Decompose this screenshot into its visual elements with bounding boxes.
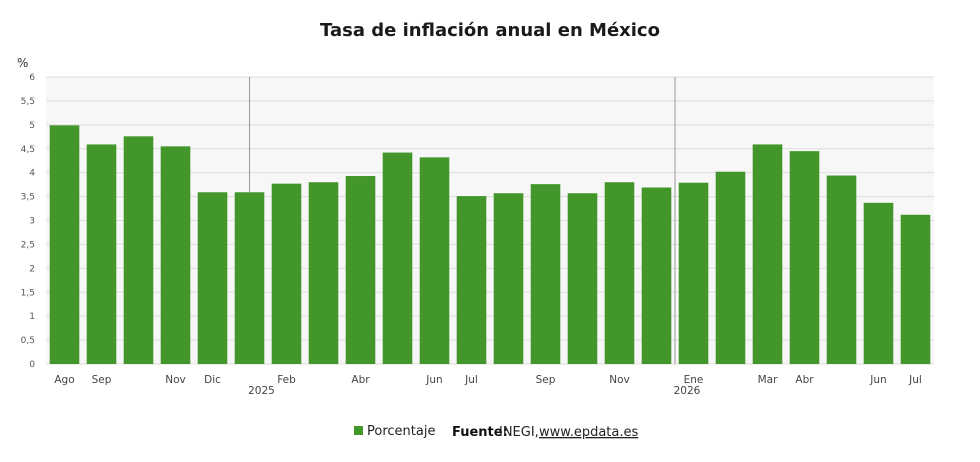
bar-13[interactable] — [493, 193, 524, 364]
bar-9[interactable] — [345, 176, 376, 364]
legend-swatch-porcentaje — [354, 426, 363, 435]
x-tick-label: Nov — [609, 374, 630, 386]
bar-3[interactable] — [123, 136, 154, 364]
year-labels: 2025 2026 — [248, 385, 701, 397]
bar-24[interactable] — [900, 214, 931, 364]
x-tick-labels: Ago Sep Nov Dic Feb Abr Jun Jul Sep Nov Ene Mar Abr J… — [54, 374, 921, 386]
x-tick-label: Jul — [464, 374, 478, 386]
y-tick-label: 2 — [29, 264, 35, 274]
y-axis-label: % — [17, 56, 28, 70]
y-tick-label: 4 — [29, 169, 35, 179]
x-tick-label: Ene — [684, 374, 704, 386]
bar-23[interactable] — [863, 202, 894, 364]
bars — [49, 125, 931, 364]
y-tick-label: 3 — [29, 217, 35, 227]
y-tick-label: 0 — [29, 360, 35, 370]
bar-12[interactable] — [456, 196, 487, 364]
bar-5[interactable] — [197, 192, 228, 364]
bar-7[interactable] — [271, 183, 302, 364]
x-tick-label: Feb — [277, 374, 296, 386]
y-tick-label: 2,5 — [21, 240, 35, 250]
bar-16[interactable] — [604, 182, 635, 364]
bar-18[interactable] — [678, 182, 709, 364]
bar-6[interactable] — [234, 192, 265, 364]
y-tick-label: 0,5 — [21, 336, 35, 346]
y-tick-label: 1 — [29, 312, 35, 322]
y-tick-labels: 0 0,5 1 1,5 2 2,5 3 3,5 4 4,5 5 5,5 6 — [21, 73, 36, 370]
bar-17[interactable] — [641, 187, 672, 364]
x-tick-label: Jun — [869, 374, 886, 386]
source-label: Fuente: — [452, 425, 508, 440]
y-tick-label: 4,5 — [21, 145, 35, 155]
bar-14[interactable] — [530, 184, 561, 364]
bar-22[interactable] — [826, 175, 857, 364]
x-tick-label: Ago — [54, 374, 74, 386]
grid-lines — [46, 76, 934, 365]
x-tick-label: Sep — [92, 374, 112, 386]
x-tick-label: Jul — [908, 374, 922, 386]
y-tick-label: 6 — [29, 73, 35, 83]
bar-19[interactable] — [715, 171, 746, 364]
chart-title: Tasa de inflación anual en México — [320, 20, 660, 41]
x-tick-label: Nov — [165, 374, 186, 386]
bar-8[interactable] — [308, 182, 339, 364]
x-tick-label: Dic — [204, 374, 221, 386]
x-tick-label: Abr — [795, 374, 814, 386]
y-tick-label: 5,5 — [21, 97, 35, 107]
bar-20[interactable] — [752, 144, 783, 364]
bar-11[interactable] — [419, 157, 450, 364]
bar-15[interactable] — [567, 193, 598, 364]
year-label: 2026 — [674, 385, 701, 397]
x-tick-label: Sep — [536, 374, 556, 386]
x-tick-label: Jun — [425, 374, 442, 386]
legend[interactable]: Porcentaje — [354, 424, 435, 439]
legend-label-porcentaje[interactable]: Porcentaje — [367, 424, 435, 439]
y-tick-label: 3,5 — [21, 193, 35, 203]
x-tick-label: Mar — [758, 374, 778, 386]
x-tick-label: Abr — [351, 374, 370, 386]
source-text: INEGI, — [499, 425, 539, 440]
bar-4[interactable] — [160, 146, 191, 364]
source-link[interactable]: www.epdata.es — [539, 425, 638, 440]
bar-10[interactable] — [382, 152, 413, 364]
year-label: 2025 — [248, 385, 275, 397]
y-tick-label: 1,5 — [21, 288, 35, 298]
source-note: Fuente: INEGI, www.epdata.es — [452, 425, 638, 440]
bar-2[interactable] — [86, 144, 117, 364]
bar-1[interactable] — [49, 125, 80, 364]
y-tick-label: 5 — [29, 121, 35, 131]
bar-21[interactable] — [789, 151, 820, 364]
